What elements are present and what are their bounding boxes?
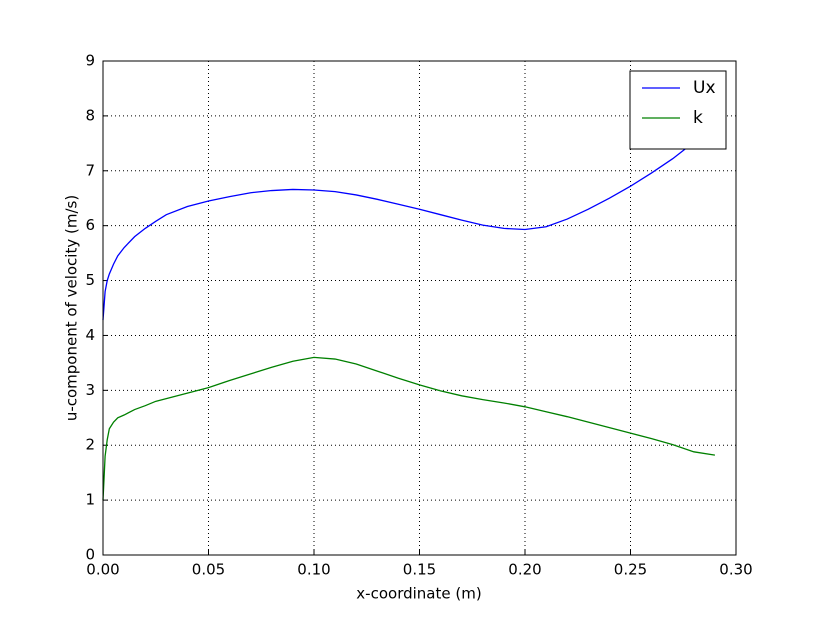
data-line xyxy=(102,122,716,321)
legend-label: k xyxy=(693,108,703,128)
y-tick-label: 3 xyxy=(85,381,95,399)
plot-frame xyxy=(102,60,737,556)
y-tick-label: 4 xyxy=(85,326,95,344)
y-tick-label: 5 xyxy=(85,271,95,289)
legend-label: Ux xyxy=(693,78,716,98)
x-tick-label: 0.10 xyxy=(297,561,330,579)
x-tick-label: 0.15 xyxy=(403,561,436,579)
y-tick-label: 1 xyxy=(85,491,95,509)
y-tick-label: 9 xyxy=(85,52,95,70)
y-tick-label: 7 xyxy=(85,161,95,179)
y-tick-label: 8 xyxy=(85,106,95,124)
y-tick-label: 6 xyxy=(85,216,95,234)
x-tick-label: 0.20 xyxy=(508,561,541,579)
x-tick-label: 0.05 xyxy=(192,561,225,579)
y-axis-label: u-component of velocity (m/s) xyxy=(63,195,81,421)
x-tick-label: 0.25 xyxy=(614,561,647,579)
legend-box xyxy=(629,70,727,150)
y-tick-label: 0 xyxy=(85,546,95,564)
x-tick-label: 0.00 xyxy=(86,561,119,579)
data-line xyxy=(102,356,716,501)
x-axis-label: x-coordinate (m) xyxy=(356,585,481,603)
y-tick-label: 2 xyxy=(85,436,95,454)
x-tick-label: 0.30 xyxy=(719,561,752,579)
